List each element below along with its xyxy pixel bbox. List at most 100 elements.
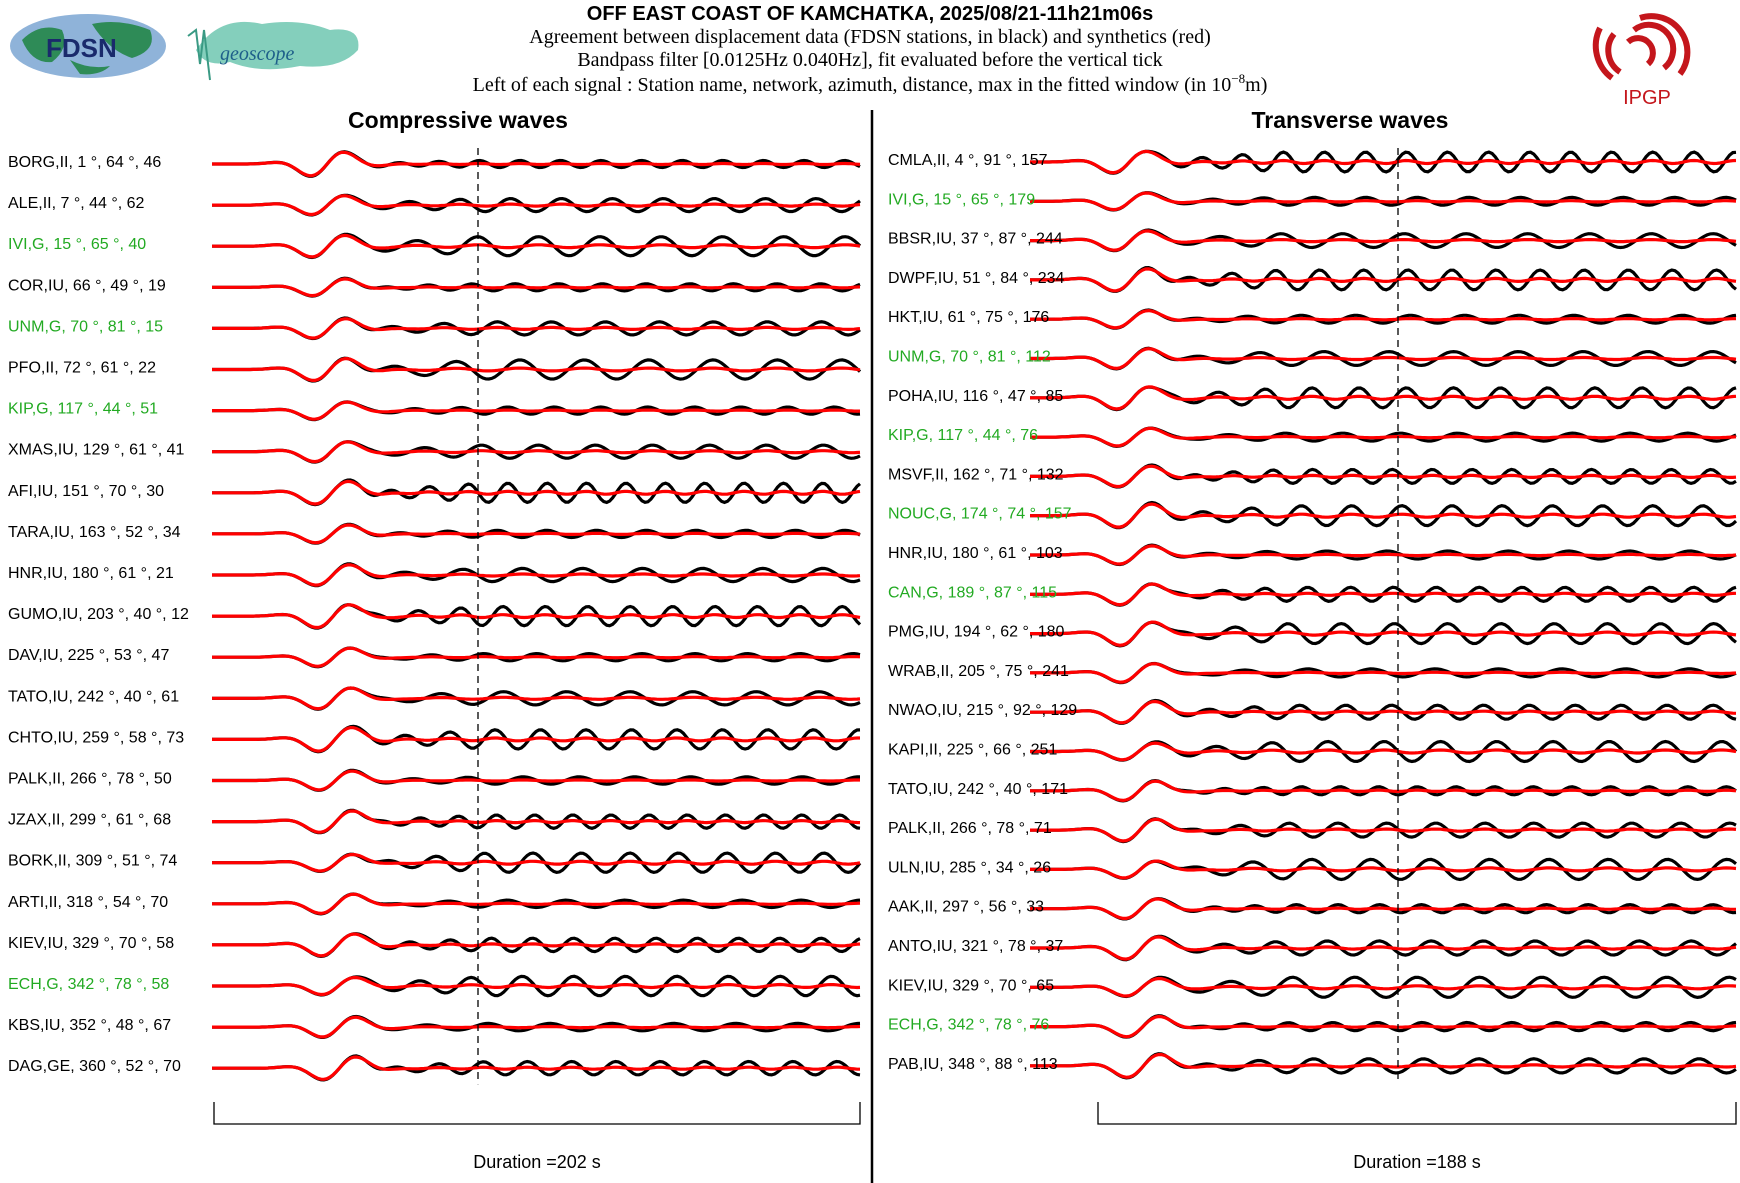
synthetic-trace <box>1030 267 1737 293</box>
synthetic-trace <box>212 440 861 464</box>
synthetic-trace <box>212 150 861 178</box>
synthetic-trace <box>212 603 861 630</box>
station-trace: GUMO,IU, 203 °, 40 °, 12 <box>8 603 862 630</box>
station-label: DAV,IU, 225 °, 53 °, 47 <box>8 647 169 664</box>
duration-label: Duration =188 s <box>1353 1152 1481 1172</box>
header-line-3-prefix: Left of each signal : Station name, netw… <box>473 74 1232 96</box>
synthetic-trace <box>1030 699 1737 725</box>
station-label: CMLA,II, 4 °, 91 °, 157 <box>888 152 1048 169</box>
synthetic-trace <box>1030 502 1737 529</box>
synthetic-trace <box>1030 662 1737 684</box>
synthetic-trace <box>212 975 861 997</box>
station-label: KIEV,IU, 329 °, 70 °, 58 <box>8 935 174 952</box>
station-trace: COR,IU, 66 °, 49 °, 19 <box>8 276 861 298</box>
station-trace: BORK,II, 309 °, 51 °, 74 <box>8 851 862 875</box>
synthetic-trace <box>1030 464 1737 489</box>
station-label: PALK,II, 266 °, 78 °, 71 <box>888 820 1052 837</box>
transverse-panel: Transverse waves CMLA,II, 4 °, 91 °, 157 I… <box>888 107 1738 1172</box>
station-trace: AFI,IU, 151 °, 70 °, 30 <box>8 478 862 507</box>
synthetic-trace <box>1030 1014 1736 1039</box>
station-trace: KAPI,II, 225 °, 66 °, 251 <box>888 739 1738 764</box>
station-label: TATO,IU, 242 °, 40 °, 61 <box>8 688 179 705</box>
synthetic-trace <box>1030 817 1737 843</box>
synthetic-trace <box>212 400 860 421</box>
duration-label: Duration =202 s <box>473 1152 601 1172</box>
station-trace: NOUC,G, 174 °, 74 °, 157 <box>888 500 1738 530</box>
synthetic-trace <box>1030 426 1737 448</box>
station-trace: ALE,II, 7 °, 44 °, 62 <box>8 193 861 217</box>
synthetic-trace <box>212 725 860 753</box>
station-trace: TARA,IU, 163 °, 52 °, 34 <box>8 522 861 545</box>
station-trace: ECH,G, 342 °, 78 °, 58 <box>8 974 861 998</box>
station-trace: KIP,G, 117 °, 44 °, 76 <box>888 426 1737 449</box>
station-label: DWPF,IU, 51 °, 84 °, 234 <box>888 270 1065 287</box>
station-trace: PMG,IU, 194 °, 62 °, 180 <box>888 620 1737 648</box>
station-trace: UNM,G, 70 °, 81 °, 15 <box>8 316 861 341</box>
station-label: BORG,II, 1 °, 64 °, 46 <box>8 154 161 171</box>
synthetic-trace <box>212 194 861 217</box>
synthetic-trace <box>212 479 861 506</box>
station-label: IVI,G, 15 °, 65 °, 179 <box>888 191 1035 208</box>
ipgp-logo-text: IPGP <box>1623 87 1671 109</box>
station-label: PALK,II, 266 °, 78 °, 50 <box>8 771 172 788</box>
station-trace: HNR,IU, 180 °, 61 °, 103 <box>888 543 1737 567</box>
station-trace: MSVF,II, 162 °, 71 °, 132 <box>888 463 1737 489</box>
synthetic-trace <box>1030 582 1737 607</box>
station-trace: WRAB,II, 205 °, 75 °, 241 <box>888 661 1737 685</box>
station-label: AAK,II, 297 °, 56 °, 33 <box>888 899 1044 916</box>
fdsn-logo-text: FDSN <box>46 33 117 63</box>
synthetic-trace <box>1030 544 1737 566</box>
station-trace: BBSR,IU, 37 °, 87 °, 244 <box>888 228 1737 253</box>
synthetic-trace <box>212 809 861 834</box>
station-trace: IVI,G, 15 °, 65 °, 179 <box>888 191 1737 212</box>
synthetic-trace <box>212 563 861 587</box>
station-label: KAPI,II, 225 °, 66 °, 251 <box>888 742 1057 759</box>
synthetic-trace <box>1030 308 1737 330</box>
station-label: CAN,G, 189 °, 87 °, 115 <box>888 584 1057 601</box>
station-trace: TATO,IU, 242 °, 40 °, 171 <box>888 778 1737 803</box>
station-label: DAG,GE, 360 °, 52 °, 70 <box>8 1058 181 1075</box>
synthetic-trace <box>1030 935 1737 961</box>
station-label: ECH,G, 342 °, 78 °, 58 <box>8 976 169 993</box>
synthetic-trace <box>212 646 861 668</box>
station-label: JZAX,II, 299 °, 61 °, 68 <box>8 812 171 829</box>
station-trace: POHA,IU, 116 °, 47 °, 85 <box>888 385 1737 412</box>
station-label: PAB,IU, 348 °, 88 °, 113 <box>888 1056 1058 1073</box>
station-label: MSVF,II, 162 °, 71 °, 132 <box>888 466 1064 483</box>
station-label: POHA,IU, 116 °, 47 °, 85 <box>888 388 1063 405</box>
station-label: TATO,IU, 242 °, 40 °, 171 <box>888 781 1068 798</box>
synthetic-trace <box>1030 620 1737 647</box>
header-line-3-suffix: m) <box>1245 74 1267 96</box>
station-trace: PALK,II, 266 °, 78 °, 71 <box>888 817 1737 844</box>
duration-bar <box>1097 1102 1737 1125</box>
station-label: KBS,IU, 352 °, 48 °, 67 <box>8 1017 171 1034</box>
station-label: UNM,G, 70 °, 81 °, 15 <box>8 318 163 335</box>
geoscope-logo-text: geoscope <box>220 43 295 65</box>
station-label: NOUC,G, 174 °, 74 °, 157 <box>888 506 1072 523</box>
station-label: ECH,G, 342 °, 78 °, 76 <box>888 1017 1049 1034</box>
station-trace: TATO,IU, 242 °, 40 °, 61 <box>8 686 861 711</box>
station-label: PFO,II, 72 °, 61 °, 22 <box>8 360 156 377</box>
station-label: KIP,G, 117 °, 44 °, 51 <box>8 401 158 418</box>
synthetic-trace <box>1030 191 1737 212</box>
station-trace: PALK,II, 266 °, 78 °, 50 <box>8 768 860 792</box>
synthetic-trace <box>1030 897 1736 920</box>
station-trace: KIEV,IU, 329 °, 70 °, 65 <box>888 975 1737 1000</box>
synthetic-trace <box>212 1055 860 1081</box>
station-label: KIP,G, 117 °, 44 °, 76 <box>888 427 1038 444</box>
station-label: XMAS,IU, 129 °, 61 °, 41 <box>8 442 185 459</box>
synthetic-trace <box>1030 1053 1737 1079</box>
station-trace: HKT,IU, 61 °, 75 °, 176 <box>888 308 1737 330</box>
synthetic-trace <box>212 892 861 916</box>
station-trace: KIP,G, 117 °, 44 °, 51 <box>8 400 861 422</box>
station-label: TARA,IU, 163 °, 52 °, 34 <box>8 524 181 541</box>
ipgp-logo: IPGP <box>1592 13 1691 109</box>
synthetic-trace <box>212 317 861 340</box>
station-trace: PFO,II, 72 °, 61 °, 22 <box>8 356 862 383</box>
station-trace: CHTO,IU, 259 °, 58 °, 73 <box>8 724 861 754</box>
station-trace: KBS,IU, 352 °, 48 °, 67 <box>8 1014 861 1039</box>
station-trace: UNM,G, 70 °, 81 °, 112 <box>888 346 1737 371</box>
station-trace: CAN,G, 189 °, 87 °, 115 <box>888 582 1737 607</box>
station-trace: AAK,II, 297 °, 56 °, 33 <box>888 896 1737 921</box>
duration-bar <box>213 1102 861 1125</box>
